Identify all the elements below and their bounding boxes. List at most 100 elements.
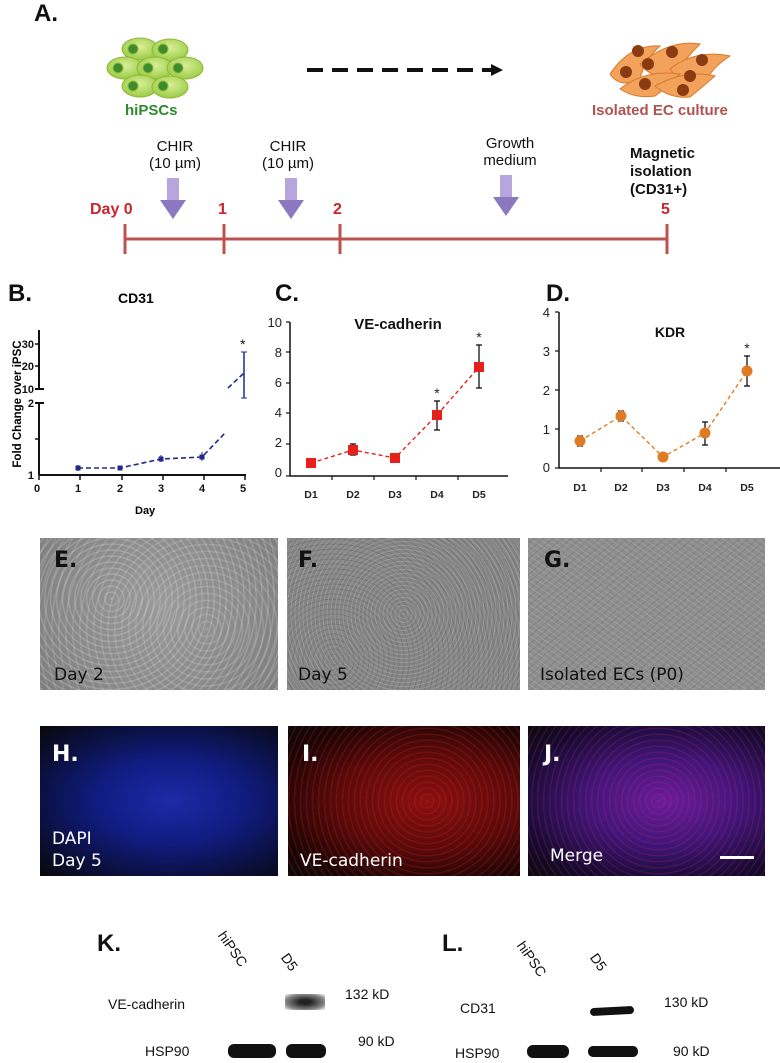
svg-text:*: * (476, 329, 482, 345)
svg-text:D3: D3 (656, 482, 670, 494)
step-3-line2: medium (483, 152, 537, 169)
fluorescence-i-letter: I. (302, 742, 319, 767)
step-3-line1: Growth (485, 135, 535, 152)
micrograph-g-caption: Isolated ECs (P0) (540, 665, 684, 685)
svg-text:4: 4 (275, 405, 282, 420)
fluorescence-j-merge: J. Merge (528, 726, 765, 876)
down-arrow-icon (160, 178, 186, 219)
fluorescence-j-caption: Merge (550, 846, 604, 866)
down-arrow-icon (278, 178, 304, 219)
endothelial-cells-icon (609, 42, 732, 98)
svg-text:20: 20 (22, 361, 34, 373)
svg-text:4: 4 (199, 483, 206, 495)
svg-text:10: 10 (22, 384, 34, 396)
blot-l-row2-protein: HSP90 (455, 1045, 500, 1061)
blot-k-lane-hipsc: hiPSC (214, 928, 251, 970)
blot-k-ve-cadherin-d5-band (285, 994, 325, 1010)
micrograph-f-caption: Day 5 (298, 665, 348, 685)
final-step-line2: isolation (630, 163, 692, 180)
blot-l-hsp90-hipsc-band (527, 1045, 569, 1058)
blot-l-row1-size: 130 kD (664, 994, 709, 1010)
cd31-plot-area: 0 1 2 3 4 5 * (34, 336, 247, 495)
cd31-x-axis-label: Day (135, 505, 156, 517)
svg-text:0: 0 (275, 465, 282, 480)
panel-k-label: K. (97, 930, 121, 957)
svg-text:D1: D1 (573, 482, 587, 494)
step-3-caption: Growth medium (465, 135, 555, 169)
blot-l-lane-hipsc: hiPSC (513, 938, 550, 980)
micrograph-e: E. Day 2 (40, 538, 278, 690)
blot-l-cd31-d5-band (589, 1005, 635, 1017)
cell-texture (288, 726, 520, 876)
panel-b-label: B. (8, 280, 32, 307)
panel-l-label: L. (442, 930, 464, 957)
blot-k-hsp90-hipsc-band (228, 1044, 276, 1058)
blot-k-hsp90-d5-band (286, 1044, 326, 1058)
fluorescence-i-caption: VE-cadherin (300, 851, 403, 871)
final-step-caption: Magnetic isolation (CD31+) (630, 145, 710, 199)
svg-text:D5: D5 (472, 489, 486, 500)
blot-k-row1-protein: VE-cadherin (108, 996, 186, 1012)
svg-text:2: 2 (275, 435, 282, 450)
cd31-chart-title: CD31 (118, 290, 154, 306)
svg-text:5: 5 (240, 483, 246, 495)
panel-c-label: C. (275, 280, 299, 307)
svg-text:D1: D1 (304, 489, 318, 500)
svg-text:*: * (434, 385, 440, 401)
svg-text:0: 0 (543, 460, 550, 475)
svg-text:0: 0 (34, 483, 40, 495)
svg-text:1: 1 (75, 483, 81, 495)
panel-d-label: D. (546, 280, 570, 307)
day-2-label: 2 (333, 201, 342, 218)
svg-text:D3: D3 (388, 489, 402, 500)
down-arrow-icon (493, 175, 519, 216)
step-1-caption: CHIR (10 µm) (140, 138, 210, 172)
svg-text:*: * (744, 340, 750, 356)
svg-text:D4: D4 (698, 482, 712, 494)
micrograph-e-letter: E. (54, 548, 78, 573)
ve-cadherin-chart: VE-cadherin 10 8 6 4 2 0 D1 D2 D3 D4 D5 … (268, 315, 508, 500)
fluorescence-j-letter: J. (544, 742, 561, 767)
timeline (123, 224, 669, 254)
day-5-label: 5 (661, 201, 670, 218)
final-step-line3: (CD31+) (630, 181, 688, 198)
day-1-label: 1 (218, 201, 227, 218)
micrograph-f-letter: F. (298, 548, 319, 573)
svg-text:6: 6 (275, 375, 282, 390)
svg-text:3: 3 (158, 483, 164, 495)
fluorescence-h-letter: H. (52, 742, 79, 767)
panel-a-label: A. (34, 0, 58, 27)
svg-text:D4: D4 (430, 489, 444, 500)
blot-l-row1-protein: CD31 (460, 1000, 496, 1016)
blot-l-lane-d5: D5 (586, 950, 611, 974)
svg-text:*: * (240, 336, 246, 352)
fluorescence-h-dapi: H. DAPI Day 5 (40, 726, 278, 876)
day-0-label: Day 0 (90, 201, 133, 218)
svg-text:1: 1 (28, 470, 34, 482)
svg-text:D5: D5 (740, 482, 754, 494)
blot-k-row2-size: 90 kD (358, 1033, 395, 1049)
cell-texture (528, 726, 765, 876)
micrograph-f: F. Day 5 (287, 538, 520, 690)
blot-k-row2-protein: HSP90 (145, 1043, 190, 1059)
step-2-line2: (10 µm) (262, 155, 314, 172)
blot-l-hsp90-d5-band (588, 1046, 638, 1057)
svg-text:3: 3 (543, 344, 550, 359)
hipsc-cells-icon (106, 37, 204, 99)
cell-texture (528, 538, 765, 690)
step-1-line1: CHIR (156, 138, 194, 155)
cd31-chart: 30 20 10 2 1 0 (22, 330, 44, 482)
cell-texture (40, 538, 278, 690)
svg-text:D2: D2 (614, 482, 628, 494)
svg-text:D2: D2 (346, 489, 360, 500)
svg-text:2: 2 (117, 483, 123, 495)
svg-text:KDR: KDR (655, 324, 685, 340)
blot-k-row1-size: 132 kD (345, 986, 390, 1002)
micrograph-g-letter: G. (544, 548, 571, 573)
micrograph-e-caption: Day 2 (54, 665, 104, 685)
hipsc-label: hiPSCs (125, 102, 178, 119)
blot-l-row2-size: 90 kD (673, 1043, 710, 1059)
step-1-line2: (10 µm) (149, 155, 201, 172)
isolated-ec-label: Isolated EC culture (592, 102, 728, 119)
cell-texture (287, 538, 520, 690)
